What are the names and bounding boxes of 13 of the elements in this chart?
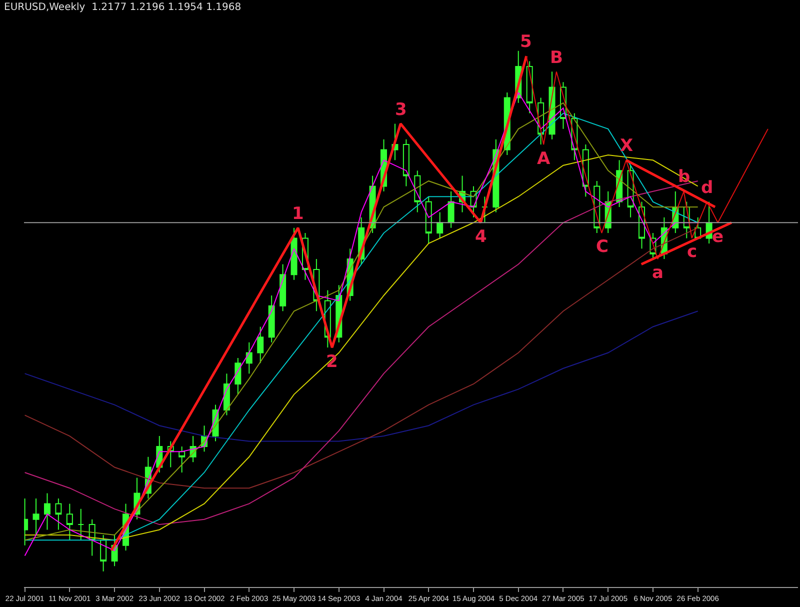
annotation: d xyxy=(701,178,714,198)
annotation: 1 xyxy=(292,204,304,224)
annotation: e xyxy=(712,227,724,247)
annotation: 4 xyxy=(475,227,487,247)
annotation: c xyxy=(687,242,698,262)
annotation: a xyxy=(652,263,664,283)
chart-title: EURUSD,Weekly 1.2177 1.2196 1.1954 1.1968 xyxy=(4,2,242,14)
annotation: X xyxy=(620,136,634,156)
annotation: B xyxy=(550,48,563,68)
annotation: A xyxy=(537,149,551,169)
annotation: 3 xyxy=(395,100,407,120)
annotation: 5 xyxy=(520,32,532,52)
annotation: C xyxy=(596,237,608,257)
